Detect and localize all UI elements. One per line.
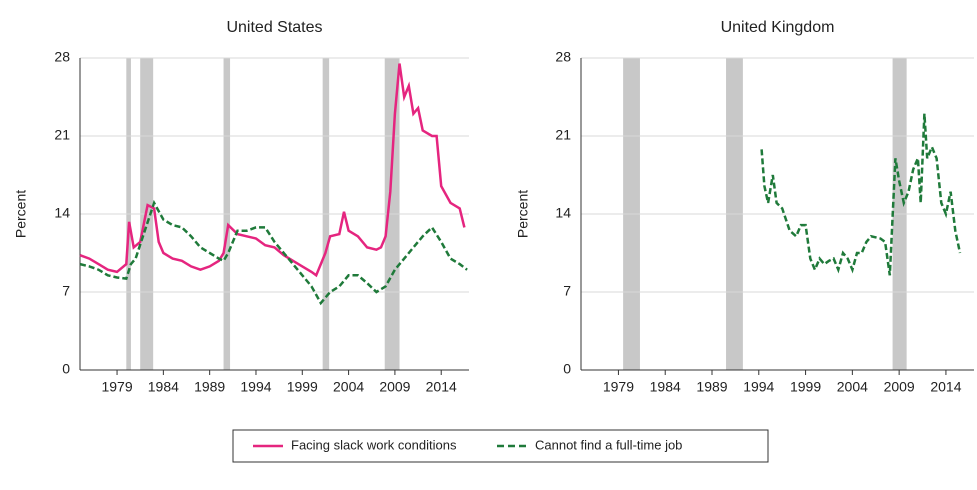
y-tick-label: 28 bbox=[54, 49, 70, 65]
y-tick-label: 28 bbox=[555, 49, 571, 65]
x-tick-label: 1994 bbox=[240, 379, 271, 395]
x-tick-label: 2014 bbox=[426, 379, 457, 395]
series-line bbox=[79, 199, 468, 306]
legend-label: Facing slack work conditions bbox=[291, 437, 457, 452]
x-tick-label: 2014 bbox=[930, 379, 961, 395]
series-line bbox=[760, 113, 962, 276]
y-tick-label: 21 bbox=[54, 127, 70, 143]
x-tick-label: 1994 bbox=[743, 379, 774, 395]
x-tick-label: 2004 bbox=[837, 379, 868, 395]
y-tick-label: 7 bbox=[563, 283, 571, 299]
x-tick-label: 1999 bbox=[790, 379, 821, 395]
chart-title: United States bbox=[226, 19, 322, 36]
y-tick-label: 14 bbox=[555, 205, 571, 221]
x-tick-label: 2004 bbox=[333, 379, 364, 395]
x-tick-label: 1984 bbox=[148, 379, 179, 395]
y-tick-label: 14 bbox=[54, 205, 70, 221]
y-axis-label: Percent bbox=[13, 190, 29, 238]
chart-title: United Kingdom bbox=[721, 19, 835, 36]
y-tick-label: 0 bbox=[62, 361, 70, 377]
series-line bbox=[79, 63, 466, 278]
x-tick-label: 1979 bbox=[101, 379, 132, 395]
x-tick-label: 2009 bbox=[379, 379, 410, 395]
legend-box bbox=[232, 429, 769, 463]
y-axis-label: Percent bbox=[515, 190, 531, 238]
legend-label: Cannot find a full-time job bbox=[535, 437, 682, 452]
x-tick-label: 1989 bbox=[696, 379, 727, 395]
y-tick-label: 21 bbox=[555, 127, 571, 143]
x-tick-label: 1984 bbox=[650, 379, 681, 395]
x-tick-label: 2009 bbox=[884, 379, 915, 395]
x-tick-label: 1979 bbox=[603, 379, 634, 395]
y-tick-label: 7 bbox=[62, 283, 70, 299]
x-tick-label: 1999 bbox=[287, 379, 318, 395]
y-tick-label: 0 bbox=[563, 361, 571, 377]
legend: Facing slack work conditions Cannot find … bbox=[232, 429, 769, 463]
x-tick-label: 1989 bbox=[194, 379, 225, 395]
